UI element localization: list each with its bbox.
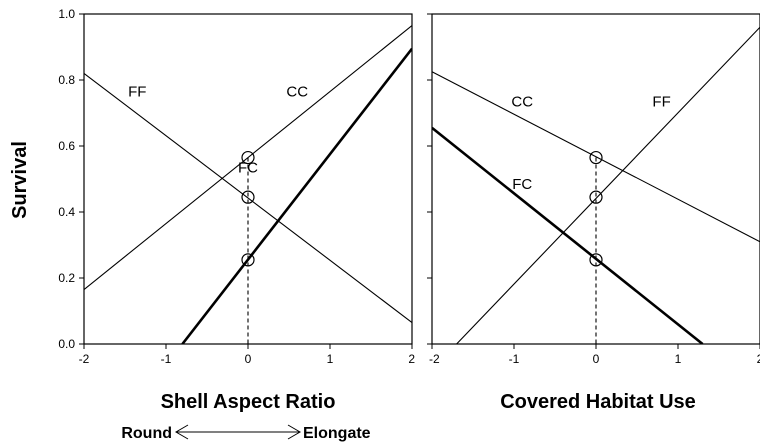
- data-point-marker: [241, 150, 255, 165]
- x-tick-label: -1: [161, 352, 172, 366]
- y-tick-label: 1.0: [58, 7, 75, 21]
- data-point-marker: [589, 253, 603, 267]
- x-tick-label: 0: [245, 352, 252, 366]
- x-tick-label: 2: [757, 352, 760, 366]
- series-label-fc: FC: [512, 176, 532, 193]
- x-axis-label: Covered Habitat Use: [500, 391, 696, 413]
- series-label-fc: FC: [238, 159, 258, 176]
- data-point-marker: [241, 190, 255, 204]
- x-tick-label: 1: [675, 352, 682, 366]
- direction-label-right: Elongate: [303, 425, 371, 442]
- x-tick-label: 1: [327, 352, 334, 366]
- series-line-ff: [456, 26, 760, 344]
- chart-panel-2: -2 -1 0 1 2 CC FF FC Covered Habitat Use: [427, 13, 760, 413]
- series-line-ff: [84, 72, 412, 323]
- chart-panel-1: -2 -1 0 1 2 0.0 0.2 0.4 0.6 0.8 1.0 FF CC FC Shell Asp…: [58, 7, 415, 413]
- series-line-cc: [84, 25, 412, 290]
- series-label-ff: FF: [652, 93, 670, 110]
- y-tick-label: 0.8: [58, 73, 75, 87]
- y-tick-label: 0.4: [58, 205, 75, 219]
- series-line-cc: [432, 71, 760, 243]
- x-tick-label: -2: [79, 352, 90, 366]
- series-line-fc: [432, 126, 704, 344]
- y-tick-label: 0.6: [58, 139, 75, 153]
- x-tick-label: -2: [429, 352, 440, 366]
- x-axis-label: Shell Aspect Ratio: [161, 391, 336, 413]
- y-tick-label: 0.2: [58, 271, 75, 285]
- x-tick-label: -1: [509, 352, 520, 366]
- data-point-marker: [589, 150, 603, 165]
- data-point-marker: [589, 190, 603, 204]
- series-line-fc: [181, 47, 412, 344]
- x-tick-label: 2: [408, 352, 415, 366]
- direction-arrow-left-head: [175, 424, 189, 440]
- series-label-cc: CC: [286, 84, 308, 101]
- direction-label-left: Round: [121, 425, 172, 442]
- x-tick-label: 0: [593, 352, 600, 366]
- series-lines: [432, 26, 760, 344]
- series-lines: [84, 25, 412, 344]
- data-point-marker: [241, 253, 255, 267]
- direction-arrow-right-head: [287, 424, 301, 440]
- series-label-ff: FF: [128, 84, 146, 101]
- y-axis-label: Survival: [9, 141, 31, 219]
- series-label-cc: CC: [511, 93, 533, 110]
- direction-annotation: Round Elongate: [121, 424, 371, 442]
- y-tick-label: 0.0: [58, 337, 75, 351]
